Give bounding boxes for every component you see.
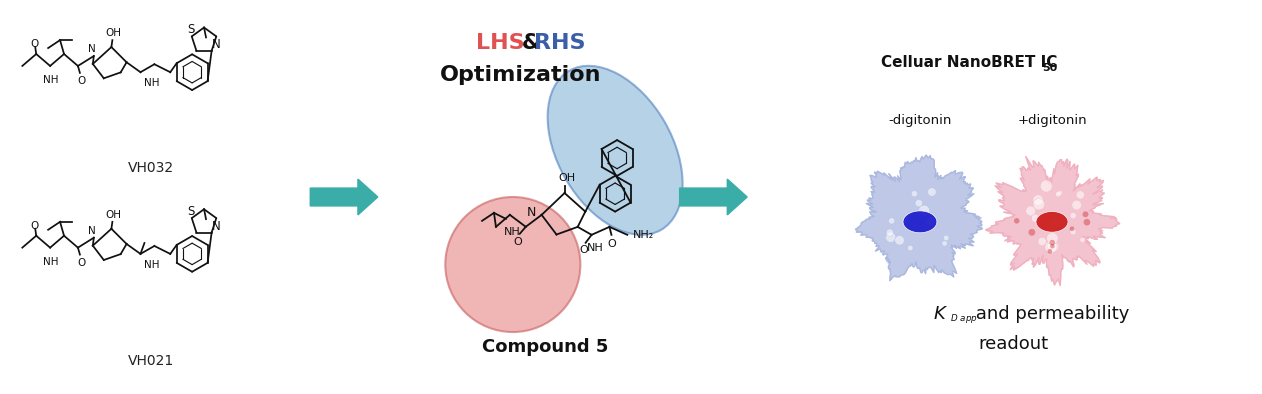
Text: S: S (188, 23, 194, 36)
Text: NH₂: NH₂ (634, 230, 655, 240)
Text: LHS: LHS (476, 33, 525, 53)
Circle shape (1040, 180, 1053, 192)
Circle shape (1026, 206, 1036, 216)
Circle shape (1046, 232, 1058, 244)
Text: O: O (78, 76, 86, 86)
Circle shape (1047, 241, 1059, 252)
Circle shape (907, 245, 912, 251)
Text: Optimization: Optimization (440, 65, 602, 85)
Polygon shape (856, 155, 983, 281)
Text: NH: NH (504, 227, 520, 237)
Text: and permeability: and permeability (969, 305, 1129, 323)
Circle shape (919, 205, 930, 216)
Text: +digitonin: +digitonin (1017, 114, 1087, 127)
Text: NH: NH (43, 75, 59, 85)
Circle shape (915, 199, 923, 207)
Ellipse shape (904, 211, 936, 233)
Circle shape (1071, 200, 1082, 210)
Text: N: N (526, 206, 535, 219)
Text: NH: NH (144, 78, 160, 88)
Circle shape (1050, 244, 1055, 249)
Text: $K$: $K$ (933, 305, 948, 323)
Text: VH032: VH032 (129, 161, 174, 175)
Circle shape (1083, 211, 1088, 217)
Text: N: N (212, 219, 221, 232)
Circle shape (1034, 199, 1045, 210)
Circle shape (1039, 237, 1046, 246)
Polygon shape (986, 156, 1119, 286)
Text: readout: readout (978, 335, 1049, 353)
Text: S: S (188, 205, 194, 218)
Circle shape (888, 218, 895, 224)
Text: N: N (212, 38, 221, 51)
Circle shape (1032, 195, 1044, 205)
Circle shape (1070, 227, 1074, 231)
Text: RHS: RHS (534, 33, 586, 53)
Circle shape (925, 216, 935, 226)
Text: OH: OH (105, 210, 121, 220)
Circle shape (911, 191, 917, 197)
Circle shape (1055, 191, 1061, 197)
Circle shape (928, 188, 936, 196)
Circle shape (1084, 219, 1090, 225)
Text: O: O (78, 258, 86, 268)
Text: O: O (579, 245, 588, 255)
Text: -digitonin: -digitonin (888, 114, 952, 127)
Circle shape (1013, 218, 1020, 224)
Polygon shape (680, 179, 747, 215)
Ellipse shape (1036, 212, 1068, 232)
Text: O: O (30, 221, 38, 231)
Text: N: N (88, 44, 96, 54)
Text: NH: NH (43, 256, 59, 267)
Circle shape (895, 236, 905, 245)
Circle shape (1029, 229, 1035, 236)
Circle shape (1070, 229, 1076, 235)
Circle shape (886, 232, 896, 242)
Circle shape (886, 229, 893, 236)
Circle shape (1080, 237, 1085, 243)
Text: NH: NH (587, 243, 604, 253)
Circle shape (1058, 190, 1063, 195)
Text: O: O (30, 39, 38, 49)
Circle shape (902, 217, 910, 223)
Circle shape (1045, 241, 1058, 253)
Text: N: N (88, 226, 96, 236)
Text: Celluar NanoBRET IC: Celluar NanoBRET IC (881, 56, 1058, 71)
Text: $_{D\ app}$: $_{D\ app}$ (950, 312, 978, 326)
Text: OH: OH (558, 173, 575, 183)
Text: OH: OH (105, 28, 121, 38)
Text: VH021: VH021 (129, 354, 174, 368)
Text: 50: 50 (1042, 63, 1058, 73)
Polygon shape (310, 179, 377, 215)
Circle shape (1031, 214, 1040, 222)
Text: O: O (607, 239, 616, 249)
Circle shape (1059, 218, 1065, 225)
Circle shape (1070, 212, 1076, 219)
Ellipse shape (548, 66, 683, 235)
Circle shape (1047, 249, 1053, 254)
Text: &: & (514, 33, 549, 53)
Circle shape (1076, 191, 1084, 199)
Text: NH: NH (144, 260, 160, 270)
Text: O: O (514, 237, 522, 247)
Circle shape (926, 220, 931, 226)
Circle shape (944, 235, 949, 241)
Circle shape (1050, 240, 1055, 245)
Text: Compound 5: Compound 5 (482, 338, 608, 356)
Circle shape (941, 241, 948, 246)
Circle shape (1050, 218, 1060, 229)
Circle shape (445, 197, 581, 332)
